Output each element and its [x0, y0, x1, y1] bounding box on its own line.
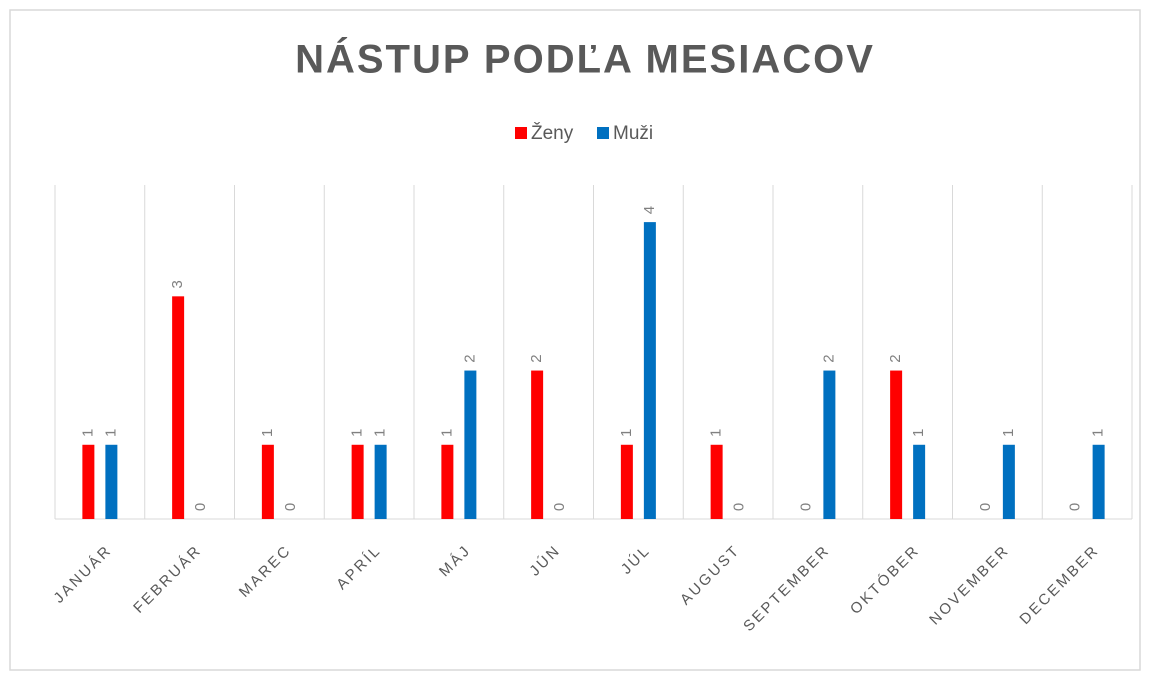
data-label: 1: [1000, 429, 1017, 437]
data-label: 4: [641, 206, 658, 214]
data-label: 1: [438, 429, 455, 437]
data-label: 1: [708, 429, 725, 437]
data-label: 0: [1067, 503, 1084, 511]
bar: [913, 444, 926, 519]
data-label: 2: [887, 354, 904, 362]
data-label: 3: [169, 280, 186, 288]
data-label: 2: [528, 354, 545, 362]
data-label: 0: [551, 503, 568, 511]
chart-border: [9, 9, 1141, 671]
data-label: 0: [977, 503, 994, 511]
data-label: 1: [910, 429, 927, 437]
data-label: 2: [461, 354, 478, 362]
bar: [82, 444, 95, 519]
data-label: 0: [282, 503, 299, 511]
data-label: 1: [372, 429, 389, 437]
legend-label: Muži: [613, 123, 653, 144]
data-label: 1: [349, 429, 366, 437]
data-label: 1: [618, 429, 635, 437]
bar: [531, 370, 544, 519]
legend-swatch: [515, 127, 527, 139]
bar: [374, 444, 387, 519]
data-label: 1: [1090, 429, 1107, 437]
bar: [643, 222, 656, 519]
bar: [441, 444, 454, 519]
data-label: 1: [102, 429, 119, 437]
bar: [890, 370, 903, 519]
data-label: 0: [731, 503, 748, 511]
data-label: 1: [79, 429, 96, 437]
bar: [1002, 444, 1015, 519]
bar: [351, 444, 364, 519]
bar: [710, 444, 723, 519]
legend-swatch: [597, 127, 609, 139]
chart-title: NÁSTUP PODĽA MESIACOV: [295, 37, 875, 82]
bar: [261, 444, 274, 519]
data-label: 0: [192, 503, 209, 511]
bar: [620, 444, 633, 519]
data-label: 0: [797, 503, 814, 511]
data-label: 2: [820, 354, 837, 362]
bar: [1092, 444, 1105, 519]
bar: [464, 370, 477, 519]
bar: [105, 444, 118, 519]
data-label: 1: [259, 429, 276, 437]
legend-label: Ženy: [531, 122, 574, 144]
bar: [823, 370, 836, 519]
bar: [172, 296, 185, 519]
